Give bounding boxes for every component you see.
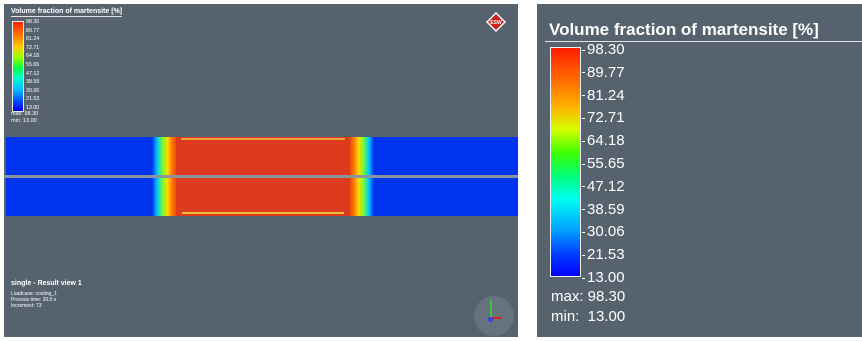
legend-tick: 98.30 — [582, 41, 625, 59]
legend-tick: 13.00 — [582, 269, 625, 287]
view-title: single - Result view 1 — [11, 280, 82, 287]
orientation-widget[interactable] — [474, 296, 514, 336]
legend-tick: 64.18 — [582, 132, 625, 150]
legend-tick: 81.24 — [582, 87, 625, 105]
viewport-tick: 89.77 — [26, 27, 40, 34]
legend-title: Volume fraction of martensite [%] — [549, 20, 819, 39]
upper-plate — [6, 137, 518, 175]
viewport-tick: 13.00 — [26, 105, 40, 111]
lower-plate — [6, 178, 518, 216]
viewport-tick: 64.18 — [26, 53, 40, 60]
viewport-tick: 72.71 — [26, 44, 40, 51]
viewport-tick: 38.59 — [26, 79, 40, 86]
logo-text: ESW — [490, 20, 502, 26]
viewport-max-label: max: 98.30 — [11, 111, 39, 117]
legend-tick: 47.12 — [582, 178, 625, 196]
legend-max-label: max: 98.30 — [551, 288, 626, 305]
info-loadcase: Loadcase: cooling_1 — [11, 291, 57, 297]
viewport-min-label: min: 13.00 — [11, 118, 37, 124]
legend-tick: 72.71 — [582, 109, 625, 127]
viewport-tick: 98.30 — [26, 19, 40, 25]
legend-tick: 21.53 — [582, 246, 625, 264]
diamond-logo-icon: ESW — [486, 12, 506, 32]
viewport-tick: 47.12 — [26, 70, 40, 77]
legend-zoom-panel: Volume fraction of martensite [%] 98.30 … — [537, 4, 862, 337]
axis-triad-icon — [490, 300, 492, 319]
result-viewport[interactable]: Volume fraction of martensite [%] 98.30 … — [4, 4, 518, 337]
legend-title-underline — [545, 41, 862, 42]
legend-tick: 30.06 — [582, 223, 625, 241]
legend-tick: 55.65 — [582, 155, 625, 173]
plate-gap — [4, 175, 518, 178]
viewport-color-bar — [12, 21, 24, 112]
info-increment: Increment: 73 — [11, 303, 42, 309]
viewport-legend-title: Volume fraction of martensite [%] — [11, 8, 123, 17]
legend-color-bar — [550, 47, 581, 277]
legend-tick: 38.59 — [582, 201, 625, 219]
viewport-tick: 30.06 — [26, 87, 40, 94]
viewport-tick: 81.24 — [26, 36, 40, 43]
info-process-time: Process time: 30.0 s — [11, 297, 57, 303]
viewport-tick: 21.53 — [26, 96, 40, 103]
viewport-tick: 55.65 — [26, 62, 40, 68]
axis-x-icon — [490, 317, 502, 319]
legend-min-label: min: 13.00 — [551, 308, 626, 325]
legend-tick: 89.77 — [582, 64, 625, 82]
legend-ticks: 98.30 89.77 81.24 72.71 64.18 55.65 47.1… — [582, 41, 702, 286]
axis-z-icon — [488, 317, 493, 322]
